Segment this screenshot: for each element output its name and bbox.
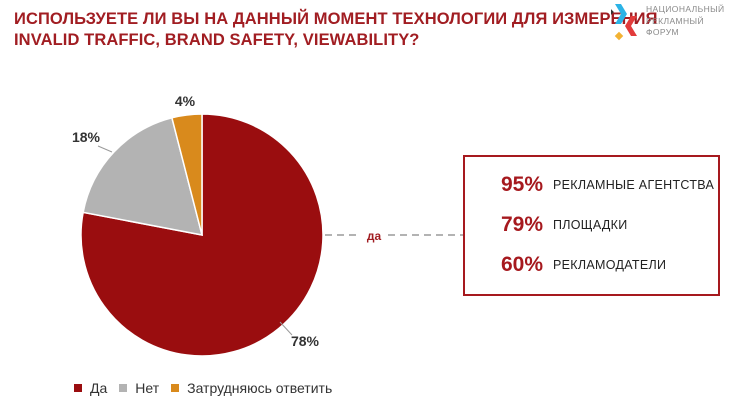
- legend-item-zatr: Затрудняюсь ответить: [171, 380, 332, 396]
- breakdown-box: 95% РЕКЛАМНЫЕ АГЕНТСТВА 79% ПЛОЩАДКИ 60%…: [463, 155, 720, 296]
- logo-text-line-3: ФОРУМ: [646, 27, 680, 37]
- legend-label: Нет: [135, 380, 160, 396]
- logo-text-line-1: НАЦИОНАЛЬНЫЙ: [646, 4, 725, 14]
- breakdown-row: 95% РЕКЛАМНЫЕ АГЕНТСТВА: [465, 170, 718, 200]
- breakdown-label: РЕКЛАМОДАТЕЛИ: [553, 258, 667, 272]
- chart-legend: Да Нет Затрудняюсь ответить: [74, 378, 344, 398]
- breakdown-label: РЕКЛАМНЫЕ АГЕНТСТВА: [553, 178, 715, 192]
- breakdown-row: 79% ПЛОЩАДКИ: [465, 210, 718, 240]
- breakdown-value: 60%: [500, 253, 543, 276]
- chart-title-line-1: ИСПОЛЬЗУЕТЕ ЛИ ВЫ НА ДАННЫЙ МОМЕНТ ТЕХНО…: [14, 10, 658, 28]
- chart-title: ИСПОЛЬЗУЕТЕ ЛИ ВЫ НА ДАННЫЙ МОМЕНТ ТЕХНО…: [14, 9, 658, 51]
- legend-swatch: [74, 384, 82, 392]
- chart-title-line-2: INVALID TRAFFIC, BRAND SAFETY, VIEWABILI…: [14, 31, 420, 49]
- data-label-leader-line: [279, 321, 293, 336]
- legend-swatch: [119, 384, 128, 392]
- pie-data-label: 4%: [175, 93, 196, 109]
- data-label-leader-line: [97, 145, 113, 153]
- pie-data-label: 18%: [72, 129, 101, 145]
- forum-logo-icon: [611, 4, 637, 41]
- legend-label: Да: [90, 380, 108, 396]
- breakdown-value: 95%: [500, 173, 543, 196]
- breakdown-label: ПЛОЩАДКИ: [553, 218, 628, 232]
- breakdown-row: 60% РЕКЛАМОДАТЕЛИ: [465, 250, 718, 280]
- legend-item-da: Да: [74, 380, 107, 396]
- pie-slice-zatr: [170, 113, 203, 236]
- logo-text-line-2: РЕКЛАМНЫЙ: [646, 15, 704, 26]
- pie-data-label: 78%: [291, 333, 320, 349]
- legend-swatch: [171, 384, 180, 392]
- legend-label: Затрудняюсь ответить: [187, 380, 333, 396]
- pie-slice-net: [82, 116, 204, 236]
- breakdown-value: 79%: [500, 213, 543, 236]
- logo-text: НАЦИОНАЛЬНЫЙ РЕКЛАМНЫЙ ФОРУМ: [646, 4, 726, 39]
- connector-label: да: [367, 229, 382, 243]
- legend-item-net: Нет: [119, 380, 159, 396]
